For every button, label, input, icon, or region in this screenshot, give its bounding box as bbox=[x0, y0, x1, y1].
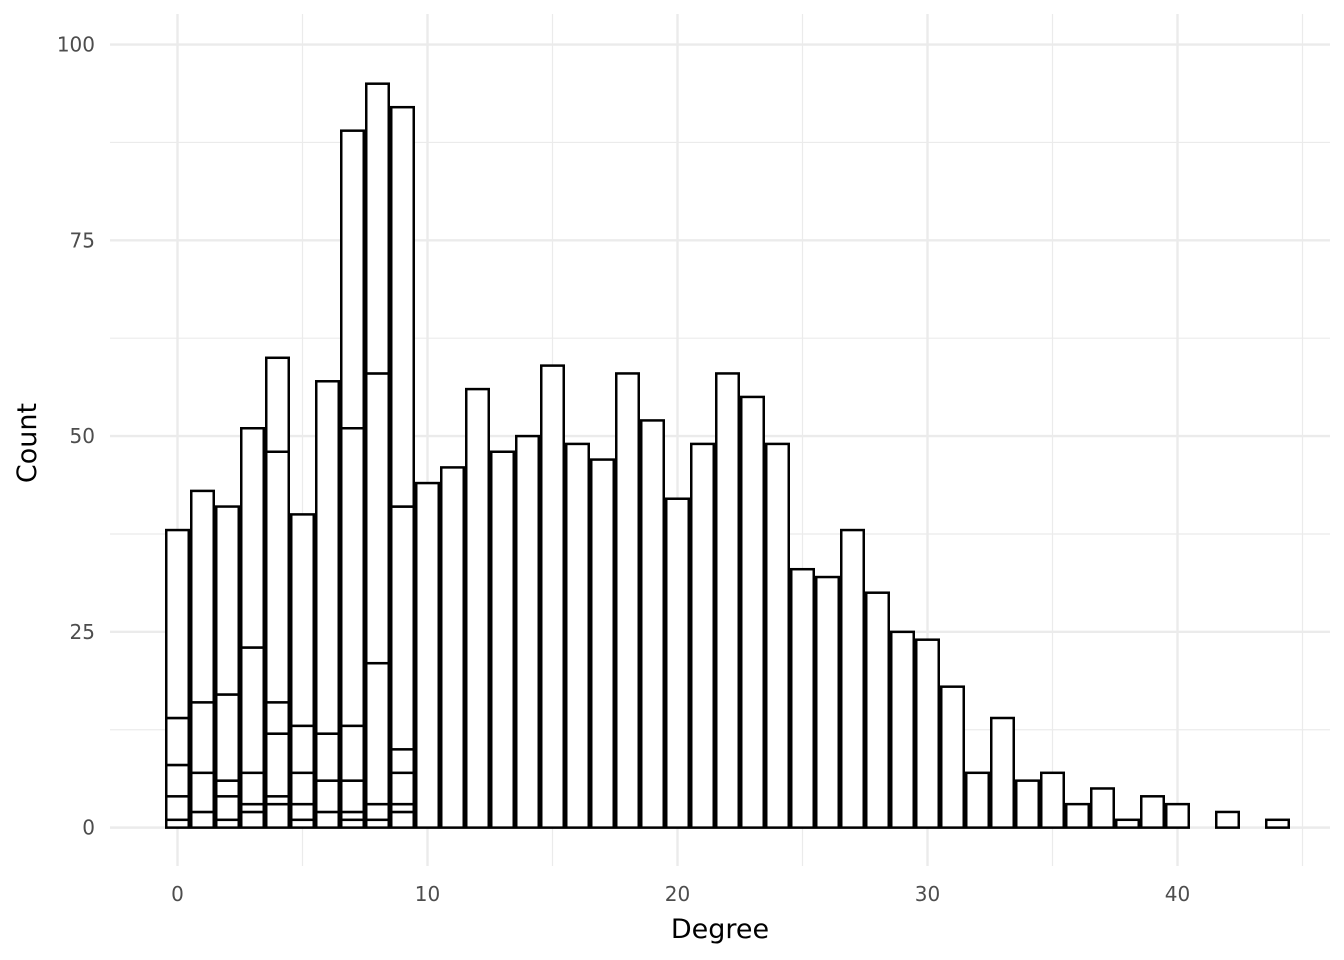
histogram-bar-segment bbox=[365, 802, 390, 822]
histogram-bar-segment bbox=[265, 802, 290, 829]
histogram-bar-segment bbox=[265, 732, 290, 798]
x-axis-title: Degree bbox=[671, 914, 769, 945]
histogram-bar-segment bbox=[715, 372, 740, 829]
histogram-bar-segment bbox=[340, 427, 365, 728]
histogram-bar-segment bbox=[440, 466, 465, 829]
histogram-bar-segment bbox=[390, 771, 415, 806]
x-tick-label: 20 bbox=[665, 882, 690, 906]
histogram-bar-segment bbox=[465, 387, 490, 829]
histogram-bar-segment bbox=[240, 810, 265, 829]
histogram-bar-segment bbox=[165, 795, 190, 822]
histogram-bar-segment bbox=[165, 528, 190, 720]
histogram-bar-segment bbox=[965, 771, 990, 829]
x-tick-label: 30 bbox=[915, 882, 940, 906]
y-axis-title: Count bbox=[12, 403, 43, 483]
histogram-bar-segment bbox=[565, 442, 590, 829]
histogram-bar-segment bbox=[1090, 787, 1115, 829]
x-tick-label: 40 bbox=[1165, 882, 1190, 906]
histogram-bar-segment bbox=[265, 356, 290, 453]
histogram-bar-segment bbox=[315, 732, 340, 782]
histogram-bar-segment bbox=[640, 419, 665, 829]
x-axis-ticks: 0 10 20 30 40 bbox=[171, 882, 1190, 906]
histogram-bar-segment bbox=[590, 458, 615, 829]
histogram-bar-segment bbox=[365, 372, 390, 665]
histogram-bar-segment bbox=[890, 630, 915, 829]
histogram-bar-segment bbox=[1040, 771, 1065, 829]
histogram-bar-segment bbox=[790, 567, 815, 829]
y-tick-label: 75 bbox=[70, 228, 95, 252]
x-tick-label: 10 bbox=[415, 882, 440, 906]
histogram-bar-segment bbox=[165, 716, 190, 767]
histogram-bar-segment bbox=[290, 724, 315, 775]
histogram-bar-segment bbox=[265, 701, 290, 735]
histogram-bar-segment bbox=[1215, 810, 1240, 829]
histogram-bar-segment bbox=[390, 810, 415, 829]
histogram-bar-segment bbox=[290, 771, 315, 806]
histogram-bar-segment bbox=[290, 513, 315, 728]
histogram-bar-segment bbox=[240, 646, 265, 775]
histogram-bar-segment bbox=[190, 489, 215, 704]
histogram-bar-segment bbox=[690, 442, 715, 829]
histogram-bar-segment bbox=[1265, 818, 1290, 829]
histogram-bar-segment bbox=[1140, 795, 1165, 829]
histogram-bar-segment bbox=[215, 779, 240, 798]
histogram-bar-segment bbox=[490, 450, 515, 829]
histogram-bar-segment bbox=[315, 779, 340, 814]
histogram-bar-segment bbox=[190, 771, 215, 814]
histogram-bar-segment bbox=[240, 427, 265, 649]
histogram-bar-segment bbox=[390, 505, 415, 751]
histogram-bar-segment bbox=[1115, 818, 1140, 829]
histogram-bar-segment bbox=[415, 481, 440, 829]
histogram-bar-segment bbox=[265, 450, 290, 704]
y-tick-label: 50 bbox=[70, 424, 95, 448]
histogram-bar-segment bbox=[190, 810, 215, 829]
histogram-bar-segment bbox=[840, 528, 865, 829]
y-tick-label: 0 bbox=[82, 816, 95, 840]
histogram-bar-segment bbox=[990, 716, 1015, 829]
histogram-bar-segment bbox=[865, 591, 890, 829]
histogram-bar-segment bbox=[540, 364, 565, 829]
histogram-bar-segment bbox=[940, 685, 965, 829]
histogram-bar-segment bbox=[665, 497, 690, 829]
histogram-bar-segment bbox=[340, 724, 365, 782]
histogram-bar-segment bbox=[815, 575, 840, 829]
histogram-bar-segment bbox=[340, 129, 365, 430]
histogram-bar-segment bbox=[515, 434, 540, 829]
y-tick-label: 100 bbox=[57, 33, 95, 57]
histogram-bar-segment bbox=[190, 701, 215, 775]
histogram-bar-segment bbox=[215, 693, 240, 782]
histogram-bar-segment bbox=[915, 638, 940, 829]
histogram-bar-segment bbox=[340, 779, 365, 814]
histogram-bar-segment bbox=[765, 442, 790, 829]
histogram-bar-segment bbox=[165, 763, 190, 798]
histogram-bar-segment bbox=[740, 395, 765, 829]
histogram-bar-segment bbox=[315, 380, 340, 735]
histogram-bar-segment bbox=[390, 105, 415, 508]
y-tick-label: 25 bbox=[70, 620, 95, 644]
histogram-bar-segment bbox=[615, 372, 640, 829]
histogram-bar-segment bbox=[315, 810, 340, 829]
histogram-bar-segment bbox=[240, 771, 265, 806]
histogram-bar-segment bbox=[365, 661, 390, 806]
histogram-bar-segment bbox=[215, 795, 240, 822]
x-tick-label: 0 bbox=[171, 882, 184, 906]
histogram-bar-segment bbox=[1165, 802, 1190, 829]
histogram-bar-segment bbox=[1015, 779, 1040, 829]
histogram-bar-segment bbox=[390, 748, 415, 775]
histogram-bars bbox=[165, 82, 1290, 829]
histogram-bar-segment bbox=[365, 82, 390, 375]
histogram-bar-segment bbox=[1065, 802, 1090, 829]
histogram-bar-segment bbox=[215, 505, 240, 696]
histogram-bar-segment bbox=[290, 802, 315, 822]
y-axis-ticks: 0 25 50 75 100 bbox=[57, 33, 95, 840]
